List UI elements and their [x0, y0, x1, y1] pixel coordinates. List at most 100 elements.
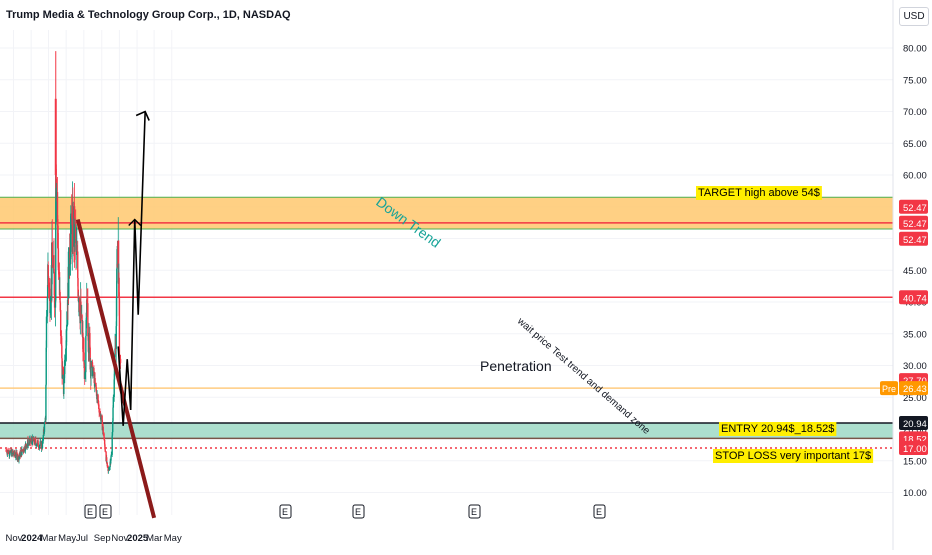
- target-label: TARGET high above 54$: [698, 187, 820, 199]
- candle-body: [105, 457, 108, 464]
- price-axis-label: 18.52: [903, 434, 927, 445]
- candle-body: [24, 444, 27, 451]
- stop-loss-label-box: [713, 449, 874, 463]
- candle-body: [116, 263, 119, 268]
- pre-market-badge: [880, 381, 898, 396]
- candle-body: [101, 419, 104, 431]
- entry-label: ENTRY 20.94$_18.52$: [721, 423, 834, 435]
- candle-body: [25, 443, 27, 447]
- price-axis-label: 40.74: [903, 293, 927, 304]
- candle-body: [9, 451, 11, 455]
- candle-body: [53, 255, 55, 272]
- target-label-box: [696, 186, 822, 200]
- candle-body: [115, 326, 117, 349]
- candle-body: [45, 347, 47, 385]
- candle-body: [39, 441, 42, 443]
- price-tick-label: 60.00: [903, 171, 927, 182]
- time-tick-label: Nov: [6, 533, 23, 544]
- candle-body: [92, 370, 94, 376]
- price-tick-label: 10.00: [903, 488, 927, 499]
- candle-body: [25, 446, 27, 448]
- candle-body: [112, 407, 114, 422]
- candle-body: [5, 450, 7, 452]
- price-tick-label: 45.00: [903, 266, 927, 277]
- pre-market-label: Pre: [882, 384, 896, 394]
- candle-body: [41, 440, 44, 449]
- candle-body: [110, 454, 113, 457]
- candle-body: [49, 302, 52, 310]
- candle-body: [14, 451, 16, 456]
- price-tick-label: 25.00: [903, 393, 927, 404]
- candle-body: [35, 444, 38, 447]
- time-tick-label: 2025: [127, 533, 149, 544]
- candle-body: [59, 291, 61, 303]
- price-tick-label: 15.00: [903, 456, 927, 467]
- candle-body: [66, 324, 68, 331]
- time-tick-label: 2024: [21, 533, 43, 544]
- earnings-marker: [468, 504, 481, 519]
- candle-body: [116, 268, 118, 299]
- candle-body: [112, 396, 115, 408]
- earnings-marker-label: E: [471, 507, 477, 517]
- candle-body: [23, 447, 25, 451]
- entry-zone: [0, 423, 893, 439]
- candle-body: [106, 462, 108, 466]
- time-tick-label: Sep: [94, 533, 111, 544]
- time-tick-label: Mar: [146, 533, 162, 544]
- price-tick-label: 80.00: [903, 44, 927, 55]
- earnings-marker-label: E: [596, 507, 602, 517]
- currency-button[interactable]: USD: [899, 7, 929, 26]
- earnings-marker: [352, 504, 365, 519]
- candle-body: [110, 460, 112, 464]
- candle-body: [95, 387, 97, 391]
- down-trendline: [75, 218, 157, 519]
- price-axis-label-box: [899, 215, 928, 230]
- candle-body: [112, 421, 114, 432]
- price-axis-label-box: [899, 381, 928, 396]
- candle-body: [102, 426, 104, 434]
- candle-body: [82, 332, 84, 352]
- chart-title: Trump Media & Technology Group Corp., 1D…: [6, 9, 291, 21]
- projection-path: [117, 111, 146, 426]
- candle-body: [75, 224, 77, 240]
- candle-body: [97, 399, 99, 404]
- candle-body: [35, 439, 37, 444]
- candle-body: [118, 296, 121, 355]
- candle-body: [103, 433, 105, 440]
- price-tick-label: 65.00: [903, 139, 927, 150]
- candle-body: [100, 415, 102, 419]
- candle-body: [68, 247, 70, 299]
- candle-body: [53, 271, 56, 296]
- candle-body: [117, 240, 120, 284]
- candle-body: [13, 451, 15, 456]
- candle-body: [113, 379, 115, 397]
- candle-body: [7, 450, 9, 454]
- candle-body: [33, 442, 36, 445]
- price-tick-label: 30.00: [903, 361, 927, 372]
- candle-body: [87, 303, 89, 337]
- candle-body: [11, 450, 13, 457]
- candle-body: [110, 456, 112, 461]
- earnings-marker-label: E: [355, 507, 361, 517]
- price-tick-label: 75.00: [903, 75, 927, 86]
- candle-body: [12, 450, 14, 454]
- earnings-marker: [279, 504, 292, 519]
- candle-body: [111, 435, 113, 455]
- candle-body: [15, 452, 17, 458]
- candle-body: [94, 378, 96, 383]
- price-axis-label: 17.00: [903, 444, 927, 455]
- candle-body: [70, 213, 72, 235]
- time-tick-label: Jul: [76, 533, 88, 544]
- candle-body: [95, 382, 97, 388]
- candle-body: [119, 354, 121, 359]
- candle-body: [42, 435, 45, 441]
- stop-loss-label: STOP LOSS very important 17$: [715, 450, 871, 462]
- target-zone: [0, 197, 893, 229]
- candle-body: [76, 251, 78, 253]
- penetration-label: Penetration: [480, 358, 552, 374]
- candle-body: [78, 298, 80, 303]
- earnings-marker-label: E: [87, 507, 93, 517]
- candle-body: [51, 258, 54, 267]
